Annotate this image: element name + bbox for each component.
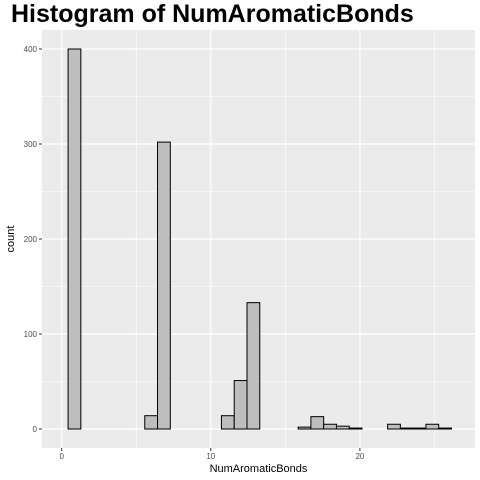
x-axis-title: NumAromaticBonds — [210, 463, 308, 475]
histogram-bar — [399, 427, 414, 430]
y-axis: 0 100 200 300 400 — [24, 45, 42, 434]
y-tick-label: 0 — [33, 425, 38, 434]
histogram-bar — [297, 426, 312, 430]
x-axis: 0 10 20 — [59, 448, 365, 461]
x-tick-label: 10 — [206, 452, 215, 461]
histogram-bar — [387, 423, 401, 430]
histogram-bar — [220, 415, 235, 430]
y-tick-label: 400 — [24, 45, 38, 54]
histogram-bar — [323, 423, 337, 430]
histogram-bar — [246, 302, 261, 430]
histogram-bar — [348, 427, 363, 430]
y-axis-title: count — [5, 226, 17, 253]
histogram-bar — [438, 427, 452, 430]
histogram-bar — [412, 427, 427, 430]
chart-title: Histogram of NumAromaticBonds — [11, 0, 414, 28]
histogram-bar — [310, 416, 325, 430]
y-tick-label: 200 — [24, 235, 38, 244]
x-tick-label: 0 — [59, 452, 64, 461]
histogram-bar — [425, 423, 440, 430]
y-tick-label: 300 — [24, 140, 38, 149]
histogram-bars — [67, 48, 452, 430]
x-tick-label: 20 — [355, 452, 364, 461]
histogram-bar — [335, 425, 350, 430]
histogram-bar — [67, 48, 82, 430]
y-tick-label: 100 — [24, 330, 38, 339]
histogram-bar — [144, 415, 159, 430]
histogram-bar — [233, 380, 248, 430]
histogram-bar — [157, 141, 171, 430]
